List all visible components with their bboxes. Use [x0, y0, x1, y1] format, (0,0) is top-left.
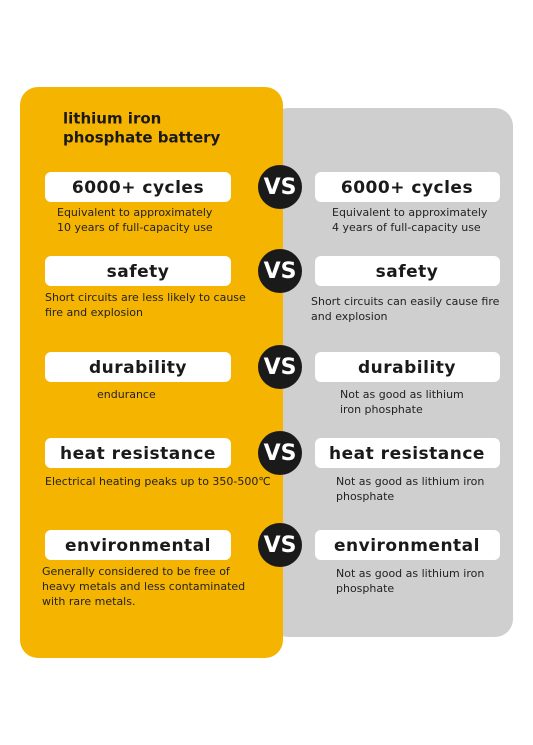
title-line: lithium iron [63, 110, 161, 128]
right-pill [315, 256, 500, 286]
left-label: 6000+ cycles [72, 178, 204, 198]
left-pill [45, 172, 231, 202]
title-line: phosphate battery [63, 129, 221, 147]
left-pill [45, 438, 231, 468]
vs-text: VS [264, 355, 297, 380]
left-description: endurance [97, 388, 156, 401]
right-pill [315, 530, 500, 560]
vs-badge [258, 431, 302, 475]
vs-badge [258, 345, 302, 389]
right-description: Not as good as lithium iron [336, 567, 484, 580]
vs-text: VS [264, 441, 297, 466]
right-description: phosphate [336, 490, 394, 503]
left-label: safety [107, 262, 170, 282]
left-description: heavy metals and less contaminated [42, 580, 245, 593]
right-label: heat resistance [329, 444, 485, 464]
right-description: phosphate [336, 582, 394, 595]
vs-badge [258, 249, 302, 293]
left-description: Electrical heating peaks up to 350-500℃ [45, 475, 271, 488]
vs-text: VS [264, 533, 297, 558]
left-description: Equivalent to approximately [57, 206, 213, 219]
right-description: Not as good as lithium iron [336, 475, 484, 488]
vs-text: VS [264, 259, 297, 284]
right-label: safety [376, 262, 439, 282]
left-pill [45, 530, 231, 560]
right-pill [315, 172, 500, 202]
vs-badge [258, 165, 302, 209]
left-pill [45, 352, 231, 382]
left-label: heat resistance [60, 444, 216, 464]
right-description: Short circuits can easily cause fire [311, 295, 500, 308]
right-label: durability [358, 358, 456, 378]
left-label: durability [89, 358, 187, 378]
left-description: fire and explosion [45, 306, 143, 319]
vs-text: VS [264, 175, 297, 200]
right-pill [315, 438, 500, 468]
right-description: Equivalent to approximately [332, 206, 488, 219]
vs-badge [258, 523, 302, 567]
left-description: with rare metals. [42, 595, 135, 608]
right-description: 4 years of full-capacity use [332, 221, 481, 234]
left-description: Generally considered to be free of [42, 565, 231, 578]
right-description: Not as good as lithium [340, 388, 464, 401]
left-description: 10 years of full-capacity use [57, 221, 213, 234]
right-description: iron phosphate [340, 403, 423, 416]
right-description: and explosion [311, 310, 388, 323]
left-pill [45, 256, 231, 286]
right-label: environmental [334, 536, 480, 556]
left-description: Short circuits are less likely to cause [45, 291, 246, 304]
right-label: 6000+ cycles [341, 178, 473, 198]
left-label: environmental [65, 536, 211, 556]
right-pill [315, 352, 500, 382]
